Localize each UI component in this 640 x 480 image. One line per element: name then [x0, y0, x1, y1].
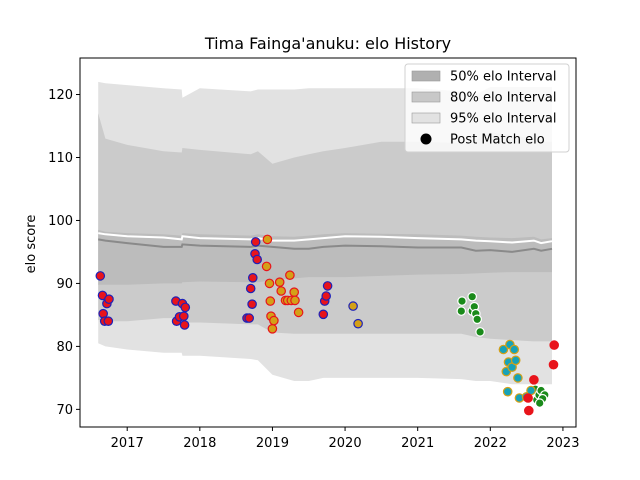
post-match-point	[456, 306, 467, 316]
x-tick-label: 2020	[329, 436, 362, 451]
y-tick-label: 70	[56, 403, 73, 418]
legend-label: Post Match elo	[450, 133, 545, 148]
post-match-point	[549, 340, 559, 350]
post-match-point	[472, 314, 482, 325]
post-match-point	[264, 278, 275, 289]
post-match-point	[180, 302, 191, 313]
legend-marker	[420, 133, 432, 145]
post-match-point	[267, 323, 278, 334]
post-match-point	[269, 315, 279, 326]
confidence-bands	[98, 81, 552, 385]
post-match-point	[467, 291, 477, 302]
legend-box	[404, 63, 570, 153]
legend-swatch	[411, 112, 441, 124]
post-match-point	[475, 327, 485, 337]
plot-frame	[79, 57, 577, 428]
band-80	[98, 113, 552, 342]
x-tick-label: 2019	[256, 436, 289, 451]
post-match-point	[353, 318, 363, 329]
post-match-point	[265, 296, 276, 306]
post-match-point	[318, 309, 329, 320]
post-match-point	[289, 287, 299, 297]
y-tick-label: 80	[56, 340, 73, 355]
y-axis: 70 80 90 100 110 120	[48, 88, 80, 418]
x-tick-label: 2018	[183, 436, 216, 451]
post-match-point	[252, 254, 263, 265]
x-tick-label: 2017	[111, 436, 144, 451]
post-match-point	[179, 311, 189, 321]
chart-title: Tima Fainga'anuku: elo History	[204, 34, 451, 53]
y-tick-label: 110	[48, 151, 73, 166]
y-tick-label: 120	[48, 88, 73, 103]
post-match-point	[502, 386, 513, 397]
post-match-point	[104, 294, 114, 304]
x-tick-label: 2021	[401, 436, 434, 451]
post-match-point	[274, 277, 285, 287]
post-match-point	[244, 313, 254, 323]
x-tick-label: 2022	[474, 436, 507, 451]
elo-lines	[98, 232, 553, 253]
post-match-point	[509, 344, 520, 355]
y-tick-label: 100	[48, 214, 73, 229]
post-match-point	[276, 286, 286, 296]
post-match-point	[510, 355, 521, 366]
post-match-point	[250, 237, 261, 247]
post-match-point	[348, 301, 358, 311]
legend-label: 50% elo Interval	[450, 70, 557, 85]
legend: 50% elo Interval 80% elo Interval 95% elo …	[404, 63, 570, 153]
y-axis-label: elo score	[24, 215, 39, 274]
legend-label: 80% elo Interval	[450, 91, 557, 106]
post-match-point	[293, 307, 304, 318]
post-match-point	[290, 295, 300, 306]
x-axis: 2017 2018 2019 2020 2021 2022 2023	[111, 427, 579, 451]
post-match-point	[513, 373, 523, 383]
post-match-point	[285, 270, 295, 280]
post-match-point	[179, 320, 190, 330]
post-match-points	[95, 234, 559, 416]
median-line	[98, 238, 553, 253]
post-match-point	[261, 261, 272, 272]
post-match-point	[247, 299, 257, 309]
mean-line	[98, 232, 553, 245]
x-tick-label: 2023	[546, 436, 579, 451]
post-match-point	[457, 296, 467, 306]
post-match-point	[95, 271, 106, 281]
post-match-point	[548, 359, 559, 370]
post-match-point	[498, 344, 509, 355]
post-match-point	[321, 291, 331, 301]
post-match-point	[529, 374, 539, 385]
legend-swatch	[411, 70, 441, 82]
post-match-point	[523, 393, 533, 403]
post-match-point	[103, 316, 114, 326]
post-match-point	[245, 283, 256, 294]
post-match-point	[523, 405, 534, 416]
post-match-point	[534, 398, 545, 408]
y-tick-label: 90	[56, 277, 73, 292]
post-match-point	[262, 234, 273, 245]
legend-swatch	[411, 91, 441, 103]
post-match-point	[322, 281, 333, 291]
legend-label: 95% elo Interval	[450, 112, 557, 127]
band-50	[98, 229, 552, 285]
post-match-point	[248, 272, 258, 283]
